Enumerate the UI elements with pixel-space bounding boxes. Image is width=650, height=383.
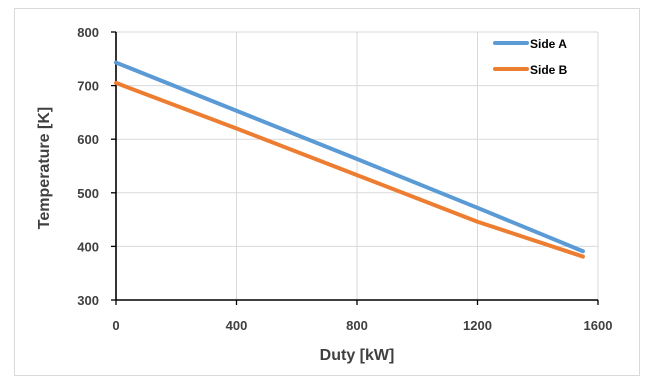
- legend-label-side-a: Side A: [530, 37, 567, 51]
- y-tick-label-800: 800: [77, 25, 99, 40]
- plot-area: [111, 31, 599, 305]
- legend: Side A Side B: [493, 37, 568, 77]
- y-tick-label-700: 700: [77, 79, 99, 94]
- y-tick-label-600: 600: [77, 132, 99, 147]
- series-line-side-a: [114, 60, 585, 254]
- y-tick-label-500: 500: [77, 186, 99, 201]
- x-tick-labels: 0 400 800 1200 1600: [112, 318, 612, 333]
- x-tick-label-400: 400: [226, 318, 248, 333]
- x-tick-label-0: 0: [112, 318, 119, 333]
- x-axis-title: Duty [kW]: [320, 347, 395, 364]
- x-tick-label-1200: 1200: [463, 318, 492, 333]
- gridlines: [116, 31, 599, 300]
- y-tick-label-400: 400: [77, 239, 99, 254]
- series-lines: [114, 60, 585, 259]
- legend-label-side-b: Side B: [530, 63, 568, 77]
- axes: [111, 31, 599, 305]
- y-tick-labels: 300 400 500 600 700 800: [77, 25, 99, 308]
- x-tick-label-800: 800: [346, 318, 368, 333]
- series-line-side-b: [114, 80, 585, 259]
- chart-frame: [14, 8, 640, 376]
- y-axis-title: Temperature [K]: [36, 107, 53, 229]
- y-tick-label-300: 300: [77, 293, 99, 308]
- x-tick-label-1600: 1600: [584, 318, 613, 333]
